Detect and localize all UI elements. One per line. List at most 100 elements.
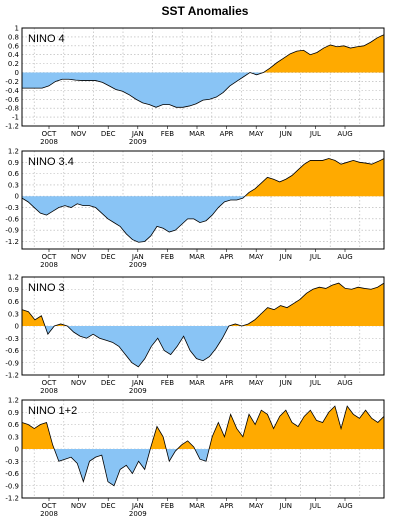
y-tick-label: -0.6 [5, 96, 19, 104]
x-tick-label: DEC [101, 502, 116, 510]
y-tick-label: 0.6 [8, 170, 20, 178]
positive-anomaly-area [22, 158, 384, 197]
x-tick-label: AUG [337, 253, 352, 261]
x-tick-label: JUL [309, 379, 321, 387]
x-tick-label: JUN [279, 130, 292, 138]
year-label: 2008 [40, 387, 58, 395]
x-tick-label: JAN [131, 130, 144, 138]
negative-anomaly-area [22, 196, 384, 243]
x-tick-label: FEB [161, 253, 174, 261]
y-tick-label: -0.6 [5, 215, 19, 223]
x-tick-label: JUL [309, 130, 321, 138]
y-tick-label: 1 [15, 25, 19, 33]
x-tick-label: JUN [279, 379, 292, 387]
x-tick-label: MAR [189, 130, 205, 138]
y-tick-label: -0.3 [5, 335, 19, 343]
y-tick-label: -0.9 [5, 482, 19, 490]
x-tick-label: JUN [279, 253, 292, 261]
negative-anomaly-area [22, 72, 384, 108]
y-tick-label: 0.9 [8, 409, 19, 417]
x-tick-label: AUG [337, 130, 352, 138]
x-tick-label: MAR [189, 253, 205, 261]
x-tick-label: MAY [249, 379, 264, 387]
x-tick-label: APR [220, 502, 234, 510]
panel-label: NINO 4 [28, 33, 65, 45]
panel-3: 1.2 0.9 0.6 0.3 0 -0.3 -0.6 -0.9 -1.2 NINO 1+2 OCT… [5, 397, 385, 518]
x-tick-label: MAR [189, 379, 205, 387]
y-tick-label: -1.2 [5, 123, 19, 131]
x-tick-label: OCT [42, 502, 57, 510]
x-tick-label: FEB [161, 130, 174, 138]
x-tick-label: AUG [337, 379, 352, 387]
year-label: 2008 [40, 510, 58, 518]
panel-2: 1.2 0.9 0.6 0.3 0 -0.3 -0.6 -0.9 -1.2 NINO 3 OCT NO… [5, 274, 385, 395]
x-tick-label: OCT [42, 379, 57, 387]
y-tick-label: 1.2 [8, 274, 19, 282]
x-tick-label: JAN [131, 379, 144, 387]
x-tick-label: JAN [131, 502, 144, 510]
chart-title: SST Anomalies [162, 4, 249, 18]
year-label: 2009 [129, 138, 147, 146]
y-tick-label: 0 [15, 323, 19, 331]
y-tick-label: 0.3 [8, 181, 19, 189]
x-tick-label: MAR [189, 502, 205, 510]
year-label: 2009 [129, 510, 147, 518]
y-tick-label: 0 [15, 193, 19, 201]
y-tick-label: -0.6 [5, 470, 19, 478]
x-tick-label: MAY [249, 130, 264, 138]
y-tick-label: 0 [15, 446, 19, 454]
positive-anomaly-area [22, 34, 384, 73]
y-tick-label: -0.8 [5, 105, 19, 113]
x-tick-label: NOV [71, 502, 87, 510]
x-tick-label: AUG [337, 502, 352, 510]
x-tick-label: DEC [101, 379, 116, 387]
x-tick-label: DEC [101, 253, 116, 261]
y-tick-label: 0.2 [8, 60, 19, 68]
panel-0: 10.80.60.40.20-0.2-0.4-0.6-0.8-1-1.2 NINO… [5, 25, 385, 146]
y-tick-label: -0.2 [5, 78, 19, 86]
x-tick-label: FEB [161, 502, 174, 510]
x-tick-label: NOV [71, 253, 87, 261]
year-label: 2008 [40, 138, 58, 146]
panel-1: 1.2 0.9 0.6 0.3 0 -0.3 -0.6 -0.9 -1.2 NINO 3.4 OCT… [5, 148, 385, 269]
panels: 10.80.60.40.20-0.2-0.4-0.6-0.8-1-1.2NINO… [5, 25, 385, 518]
anomaly-line [21, 405, 385, 487]
positive-anomaly-area [22, 283, 384, 326]
positive-anomaly-area [22, 406, 384, 449]
y-tick-label: -1.2 [5, 238, 19, 246]
x-tick-label: MAY [249, 502, 264, 510]
y-tick-label: -1.2 [5, 372, 19, 380]
x-tick-label: APR [220, 253, 234, 261]
y-tick-label: 0.3 [8, 433, 19, 441]
anomaly-line [22, 34, 385, 108]
x-tick-label: JUN [279, 502, 292, 510]
panel-label: NINO 1+2 [28, 405, 77, 417]
x-tick-label: NOV [71, 379, 87, 387]
y-tick-label: 0.6 [8, 42, 20, 50]
y-tick-label: 1.2 [8, 148, 19, 156]
anomaly-line [21, 158, 385, 243]
y-tick-label: 1.2 [8, 397, 19, 405]
panel-label: NINO 3 [28, 282, 65, 294]
y-tick-label: -1 [12, 114, 19, 122]
plot-frame [21, 27, 385, 127]
y-tick-label: 0.9 [8, 286, 19, 294]
plot-frame [21, 276, 385, 376]
x-tick-label: APR [220, 130, 234, 138]
x-tick-label: APR [220, 379, 234, 387]
x-tick-label: DEC [101, 130, 116, 138]
x-tick-label: FEB [161, 379, 174, 387]
y-tick-label: -0.6 [5, 347, 19, 355]
negative-anomaly-area [22, 449, 384, 486]
plot-frame [21, 150, 385, 250]
y-tick-label: 0.3 [8, 310, 19, 318]
anomaly-line [21, 282, 385, 368]
x-tick-label: OCT [42, 130, 57, 138]
year-label: 2009 [129, 387, 147, 395]
x-tick-label: JUL [309, 253, 321, 261]
x-tick-label: NOV [71, 130, 87, 138]
y-tick-label: -1.2 [5, 495, 19, 503]
y-tick-label: -0.4 [5, 87, 19, 95]
y-tick-label: -0.9 [5, 359, 19, 367]
